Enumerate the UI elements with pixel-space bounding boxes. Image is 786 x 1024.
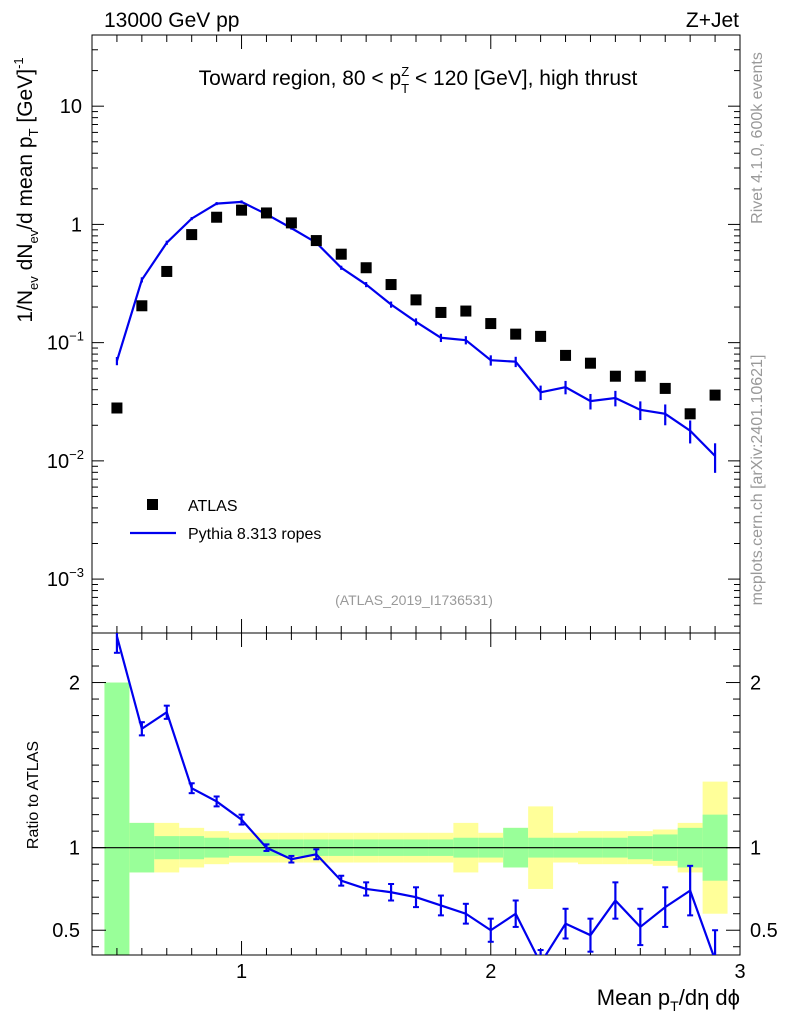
- title-prefix: Toward region, 80 < p: [199, 67, 402, 90]
- ratio-y-tick-label: 2: [69, 673, 80, 695]
- atlas-point: [236, 204, 248, 216]
- main-x-ticks: [91, 35, 741, 633]
- ratio-y-tick-label: 1: [69, 838, 80, 860]
- ratio-x-ticks: 1 2 3: [91, 633, 746, 983]
- title-suffix: < 120 [GeV], high thrust: [409, 67, 637, 90]
- main-y-tick-label: 10−3: [47, 565, 84, 591]
- ratio-mc-series: [113, 633, 719, 955]
- atlas-point: [535, 330, 547, 342]
- atlas-point: [335, 248, 347, 260]
- atlas-point: [460, 305, 472, 317]
- atlas-point: [385, 279, 397, 291]
- atlas-point: [161, 265, 173, 277]
- legend-atlas-label: ATLAS: [188, 498, 238, 515]
- title-sub: T: [401, 81, 409, 96]
- ratio-bands: [104, 682, 728, 955]
- process-label: Z+Jet: [686, 9, 739, 32]
- ratio-y-tick-label-right: 1: [750, 838, 761, 860]
- atlas-point: [510, 328, 522, 340]
- ratio-y-tick-label-right: 0.5: [750, 920, 778, 942]
- atlas-point: [186, 229, 198, 241]
- atlas-point: [111, 402, 123, 414]
- main-y-tick-label: 10−1: [47, 329, 84, 355]
- ratio-mc-clipped: [113, 633, 719, 955]
- ratio-y-tick-label: 0.5: [52, 920, 80, 942]
- x-tick-label: 2: [485, 961, 496, 983]
- atlas-point: [634, 370, 646, 382]
- main-frame: [91, 34, 741, 634]
- ratio-band-inner: [104, 682, 130, 955]
- mc-series: [115, 200, 717, 473]
- atlas-point: [584, 357, 596, 369]
- x-label-suffix: /dη dϕ: [679, 985, 740, 1010]
- mcplots-label: mcplots.cern.ch [arXiv:2401.10621]: [749, 355, 766, 606]
- atlas-point: [435, 306, 447, 318]
- main-panel: 10 1 10−1 10−2 10−3 Toward region, 80 < pZ T …: [11, 34, 741, 634]
- main-title: Toward region, 80 < pZ T < 120 [GeV], hig…: [199, 64, 638, 96]
- main-y-ticks: 10 1 10−1 10−2 10−3: [47, 34, 740, 627]
- main-y-label: 1/Nev dNev/d mean pT [GeV]-1: [11, 57, 41, 322]
- x-label-sub: T: [670, 998, 679, 1014]
- legend: ATLAS Pythia 8.313 ropes: [130, 498, 321, 543]
- atlas-point: [136, 300, 148, 312]
- atlas-point: [211, 211, 223, 223]
- main-y-tick-label: 10: [60, 96, 82, 118]
- rivet-label: Rivet 4.1.0, 600k events: [749, 52, 766, 224]
- x-axis-label: Mean pT/dη dϕ: [597, 985, 740, 1014]
- atlas-point: [285, 217, 297, 229]
- atlas-point: [709, 389, 721, 401]
- atlas-point: [360, 262, 372, 274]
- atlas-point: [485, 318, 497, 330]
- x-label-prefix: Mean p: [597, 985, 670, 1010]
- atlas-point: [310, 235, 322, 247]
- ratio-panel: 0.5 0.5 1 1 2 2 1 2 3 Ratio to ATLAS Mean pT/dη…: [25, 632, 778, 1014]
- main-y-tick-label: 10−2: [47, 447, 84, 473]
- main-y-tick-label: 1: [71, 214, 82, 236]
- atlas-point: [410, 294, 422, 306]
- atlas-series: [111, 204, 721, 420]
- energy-label: 13000 GeV pp: [104, 9, 239, 32]
- atlas-point: [684, 408, 696, 420]
- ratio-y-ticks: 0.5 0.5 1 1 2 2: [52, 632, 778, 948]
- atlas-point: [609, 370, 621, 382]
- x-tick-label: 1: [236, 961, 247, 983]
- ratio-y-tick-label-right: 2: [750, 673, 761, 695]
- x-tick-label: 3: [734, 961, 745, 983]
- atlas-point: [659, 382, 671, 394]
- legend-atlas-marker: [147, 499, 158, 510]
- legend-mc-label: Pythia 8.313 ropes: [188, 526, 321, 543]
- atlas-point: [260, 207, 272, 219]
- ratio-y-label: Ratio to ATLAS: [25, 741, 42, 849]
- ratio-mc-line: [115, 636, 715, 955]
- atlas-point: [560, 349, 572, 361]
- title-sup: Z: [401, 64, 409, 79]
- analysis-watermark: (ATLAS_2019_I1736531): [335, 592, 493, 608]
